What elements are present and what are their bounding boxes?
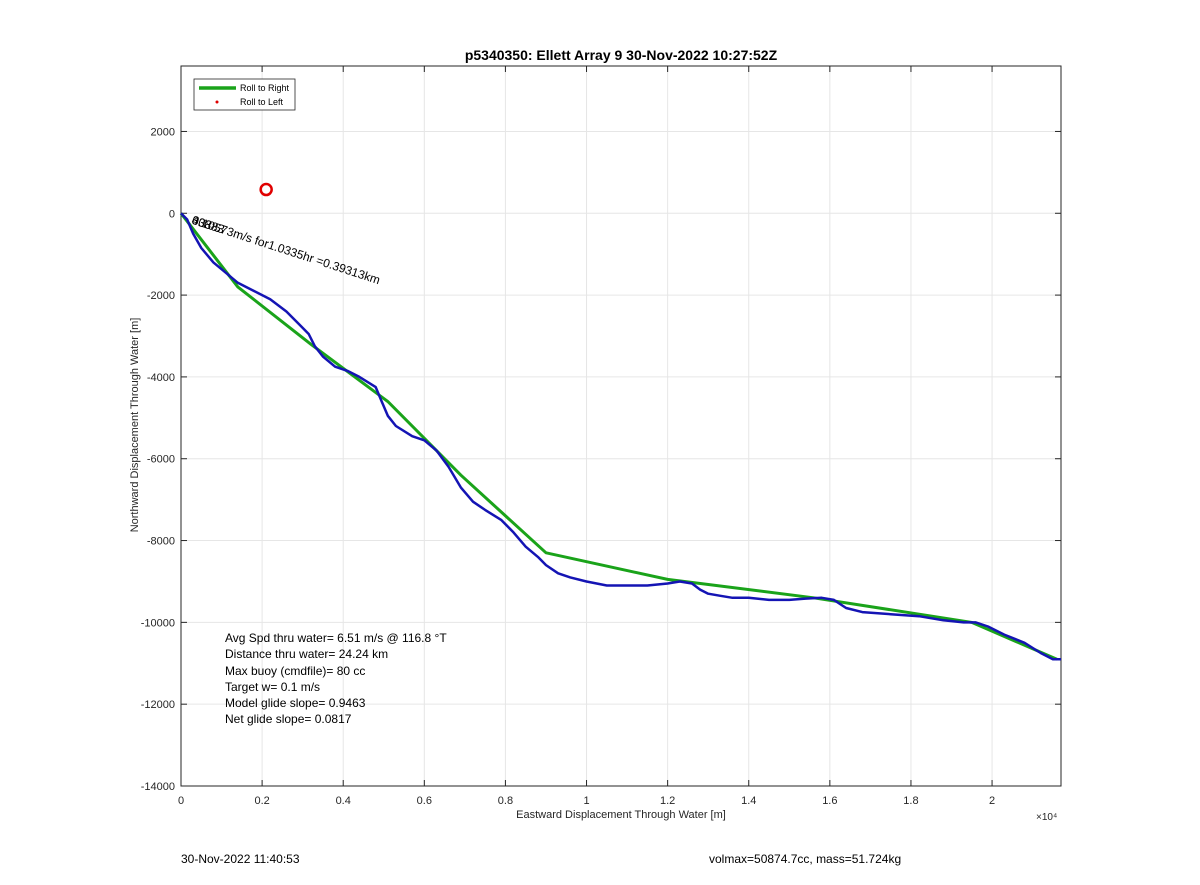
stat-avg-speed: Avg Spd thru water= 6.51 m/s @ 116.8 °T bbox=[225, 631, 447, 645]
y-axis-ticks: 2000 0 -2000 -4000 -6000 -8000 -10000 -12000 -14… bbox=[141, 126, 1061, 793]
series-roll-to-right-line bbox=[179, 212, 1058, 661]
legend-swatch-roll-left bbox=[215, 100, 219, 104]
y-tick-label: -14000 bbox=[141, 781, 175, 793]
x-tick-label: 0.4 bbox=[336, 795, 351, 807]
stat-max-buoy: Max buoy (cmdfile)= 80 cc bbox=[225, 663, 366, 678]
legend: Roll to Right Roll to Left bbox=[193, 78, 296, 111]
x-axis-ticks: 0 0.2 0.4 0.6 0.8 1 1.2 1.4 1.6 1.8 2 bbox=[178, 66, 995, 807]
x-tick-label: 1 bbox=[583, 795, 589, 807]
y-tick-label: -12000 bbox=[141, 699, 175, 711]
series-roll-to-left-point bbox=[259, 182, 273, 197]
x-tick-label: 0.8 bbox=[498, 795, 513, 807]
x-tick-label: 0.2 bbox=[254, 795, 269, 807]
grid-lines bbox=[180, 66, 1061, 787]
y-axis-label: Northward Displacement Through Water [m] bbox=[129, 318, 141, 533]
footer-timestamp: 30-Nov-2022 11:40:53 bbox=[181, 852, 300, 866]
y-tick-label: 0 bbox=[169, 208, 175, 220]
segment-annotation: 403 bbox=[190, 213, 214, 233]
x-tick-label: 1.2 bbox=[660, 795, 675, 807]
footer-summary: volmax=50874.7cc, mass=51.724kg bbox=[709, 852, 902, 866]
stat-distance: Distance thru water= 24.24 km bbox=[225, 647, 389, 662]
x-tick-label: 0.6 bbox=[417, 795, 432, 807]
plot-area: 0.10573m/s for1.0335hr =0.39313km3388340… bbox=[179, 182, 1061, 661]
stat-target-w: Target w= 0.1 m/s bbox=[225, 679, 321, 694]
x-tick-label: 0 bbox=[178, 795, 184, 807]
legend-box bbox=[193, 78, 296, 111]
legend-label-roll-right: Roll to Right bbox=[240, 83, 290, 93]
series-track-line bbox=[180, 212, 1061, 661]
stat-net-glide-slope: Net glide slope= 0.0817 bbox=[225, 712, 352, 727]
y-tick-label: -8000 bbox=[147, 536, 175, 548]
x-axis-exponent: ×10⁴ bbox=[1036, 812, 1057, 823]
chart-title: p5340350: Ellett Array 9 30-Nov-2022 10:… bbox=[465, 47, 778, 63]
stats-box: Avg Spd thru water= 6.51 m/s @ 116.8 °T … bbox=[225, 630, 447, 728]
y-tick-label: -6000 bbox=[147, 454, 175, 466]
y-tick-label: 2000 bbox=[151, 126, 175, 138]
x-axis-label: Eastward Displacement Through Water [m] bbox=[516, 809, 726, 821]
stat-model-glide-slope: Model glide slope= 0.9463 bbox=[225, 696, 366, 711]
y-tick-label: -4000 bbox=[147, 372, 175, 384]
x-tick-label: 2 bbox=[989, 795, 995, 807]
x-tick-label: 1.4 bbox=[741, 795, 756, 807]
y-tick-label: -2000 bbox=[147, 290, 175, 302]
axes-box bbox=[180, 65, 1062, 787]
y-tick-label: -10000 bbox=[141, 617, 175, 629]
x-tick-label: 1.6 bbox=[822, 795, 837, 807]
x-tick-label: 1.8 bbox=[903, 795, 918, 807]
legend-label-roll-left: Roll to Left bbox=[240, 97, 284, 107]
